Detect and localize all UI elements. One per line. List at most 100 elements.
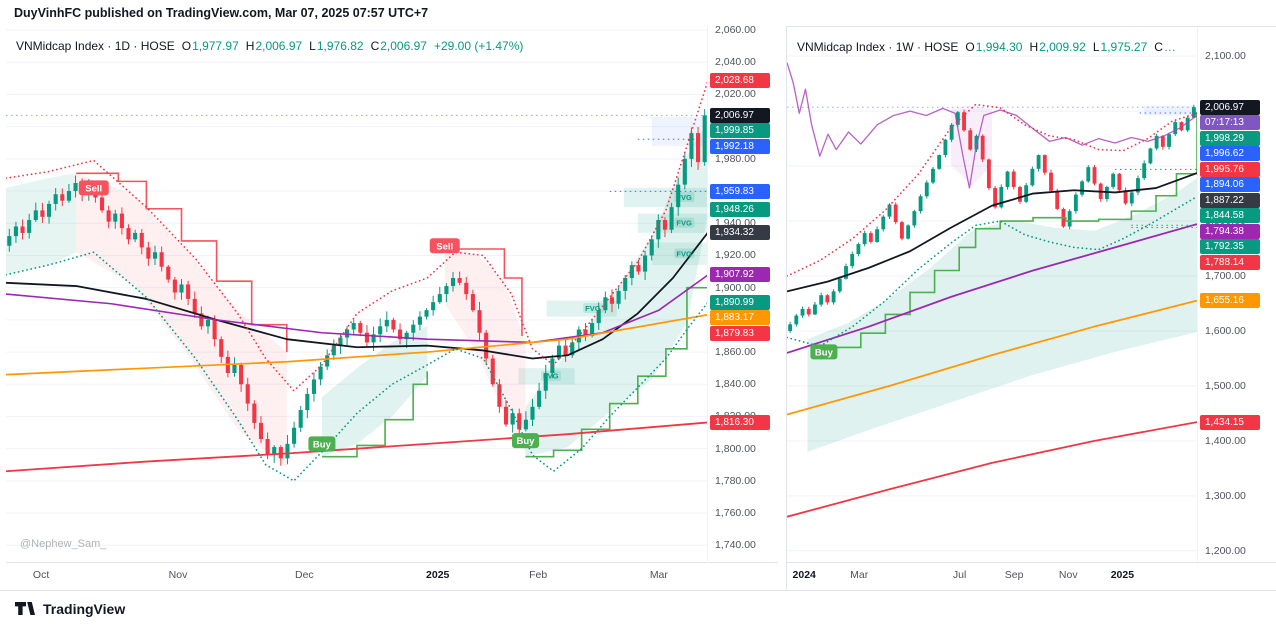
price-tick: 1,400.00: [1205, 434, 1246, 447]
trend-cloud: [525, 120, 708, 457]
lower-stop-dots: [787, 195, 1197, 348]
change-value: +29.00 (+1.47%): [433, 39, 524, 53]
trend-cloud: [321, 326, 428, 457]
legend-daily[interactable]: VNMidcap Index · 1D · HOSE O1,977.97 H2,00…: [16, 39, 523, 53]
ma-purple: [6, 274, 708, 344]
ma-red: [6, 421, 708, 473]
time-axis-daily[interactable]: Oct Nov Dec 2025 Feb Mar: [6, 562, 778, 590]
price-label: 1,844.58: [1200, 208, 1260, 224]
svg-text:Sell: Sell: [85, 183, 102, 194]
upper-stop-dots: [787, 103, 1197, 277]
time-label: Mar: [850, 569, 869, 581]
time-label: 2025: [1110, 569, 1135, 581]
price-label: 1,948.26: [710, 202, 770, 218]
price-label: 1,883.17: [710, 310, 770, 326]
trend-cloud: [76, 173, 287, 468]
trail-green: [815, 112, 1197, 355]
ohlc-value: 1,994.30: [975, 40, 1023, 54]
price-label: 2,006.97: [1200, 99, 1260, 115]
ohlc-key: O: [181, 39, 192, 53]
price-tick: 1,920.00: [715, 249, 756, 262]
time-label: Oct: [32, 569, 50, 581]
ohlc-value: 2,006.97: [255, 39, 303, 53]
trend-cloud: [6, 173, 77, 275]
chart-panel-weekly: VNMidcap Index · 1W · HOSE O1,994.30 H2,00…: [786, 26, 1276, 590]
svg-text:FVG: FVG: [676, 249, 692, 258]
price-label: 1,879.83: [710, 325, 770, 341]
plot-daily[interactable]: Sell Buy Sell Buy FVG FVG FVG FVG FVG @Nephew_Sam…: [6, 26, 708, 563]
price-tick: 1,780.00: [715, 474, 756, 487]
grid-lines: [6, 29, 708, 546]
price-label: 1,434.15: [1200, 414, 1260, 430]
price-tick: 1,840.00: [715, 378, 756, 391]
price-tick: 1,900.00: [715, 281, 756, 294]
price-label: 1,992.18: [710, 138, 770, 154]
price-axis-weekly[interactable]: 2,100.002,000.001,900.001,800.001,700.00…: [1197, 27, 1276, 564]
svg-text:FVG: FVG: [676, 193, 692, 202]
plot-weekly[interactable]: Buy: [787, 27, 1197, 564]
ohlc-key: L: [309, 39, 316, 53]
price-label: 1,999.85: [710, 123, 770, 139]
ohlc-key: L: [1092, 40, 1100, 54]
tradingview-logo-icon[interactable]: [14, 600, 36, 617]
time-label: Feb: [529, 569, 548, 581]
price-tick: 2,100.00: [1205, 50, 1246, 63]
time-label: Jul: [952, 569, 967, 581]
price-tick: 1,800.00: [715, 442, 756, 455]
ohlc-key: C: [370, 39, 380, 53]
price-label: 1,998.29: [1200, 130, 1260, 146]
svg-text:Buy: Buy: [517, 436, 536, 447]
price-tick: 2,020.00: [715, 88, 756, 101]
time-label: Dec: [295, 569, 314, 581]
legend-weekly[interactable]: VNMidcap Index · 1W · HOSE O1,994.30 H2,00…: [797, 40, 1176, 54]
ma-red: [787, 421, 1197, 518]
ma-orange: [787, 299, 1197, 416]
ohlc-key: O: [965, 40, 975, 54]
sell-marker: Sell: [78, 180, 109, 196]
price-tick: 1,760.00: [715, 507, 756, 520]
fvg-label: FVG: [583, 303, 604, 314]
trend-cloud: [807, 178, 1197, 452]
fvg-zone: [1143, 105, 1197, 116]
svg-text:FVG: FVG: [543, 372, 559, 381]
ohlc-value: 1,975.27: [1100, 40, 1148, 54]
fvg-label: FVG: [541, 370, 562, 381]
price-label: 1,890.99: [710, 294, 770, 310]
ohlc-values-daily: O1,977.97 H2,006.97 L1,976.82 C2,006.97 +29.…: [175, 39, 524, 53]
ohlc-value: 2,009.92: [1039, 40, 1086, 54]
fvg-zone: [623, 187, 708, 208]
time-axis-weekly[interactable]: 2024 Mar Jul Sep Nov 2025: [787, 562, 1276, 590]
price-axis-daily[interactable]: 2,060.002,040.002,020.002,000.001,980.00…: [707, 24, 778, 563]
price-tick: 2,060.00: [715, 24, 756, 37]
tradingview-brand[interactable]: TradingView: [43, 600, 126, 617]
ohlc-key: H: [245, 39, 255, 53]
price-label: 1,788.14: [1200, 254, 1260, 270]
chart-panel-daily: VNMidcap Index · 1D · HOSE O1,977.97 H2,00…: [6, 24, 778, 590]
footer: TradingView: [0, 590, 1276, 626]
svg-text:FVG: FVG: [585, 304, 601, 313]
price-tick: 1,300.00: [1205, 489, 1246, 502]
ohlc-value: 2,006.97: [380, 39, 427, 53]
price-tick: 1,980.00: [715, 152, 756, 165]
trail-green-1: [321, 371, 428, 458]
symbol-title-daily: VNMidcap Index · 1D · HOSE: [16, 39, 175, 53]
ohlc-value: 1,977.97: [192, 39, 239, 53]
candlestick-chart[interactable]: Buy: [787, 27, 1197, 564]
svg-text:Buy: Buy: [815, 347, 834, 358]
svg-text:Sell: Sell: [436, 241, 453, 252]
publish-note: DuyVinhFC published on TradingView.com, …: [14, 6, 429, 20]
upper-stop-dots: [6, 79, 708, 392]
price-tick: 1,600.00: [1205, 324, 1246, 337]
price-label: 1,655.16: [1200, 293, 1260, 309]
buy-marker: Buy: [511, 433, 539, 449]
ma-black: [787, 172, 1197, 293]
grid-lines: [787, 55, 1197, 552]
price-label: 1,792.35: [1200, 239, 1260, 255]
price-tick: 1,700.00: [1205, 269, 1246, 282]
candlestick-chart[interactable]: Sell Buy Sell Buy FVG FVG FVG FVG FVG @Nephew_Sam…: [6, 26, 708, 563]
svg-text:Buy: Buy: [313, 439, 332, 450]
price-tick: 1,740.00: [715, 539, 756, 552]
time-label: Nov: [168, 569, 188, 581]
price-label: 1,934.32: [710, 224, 770, 240]
price-label: 07:17:13: [1200, 115, 1260, 131]
